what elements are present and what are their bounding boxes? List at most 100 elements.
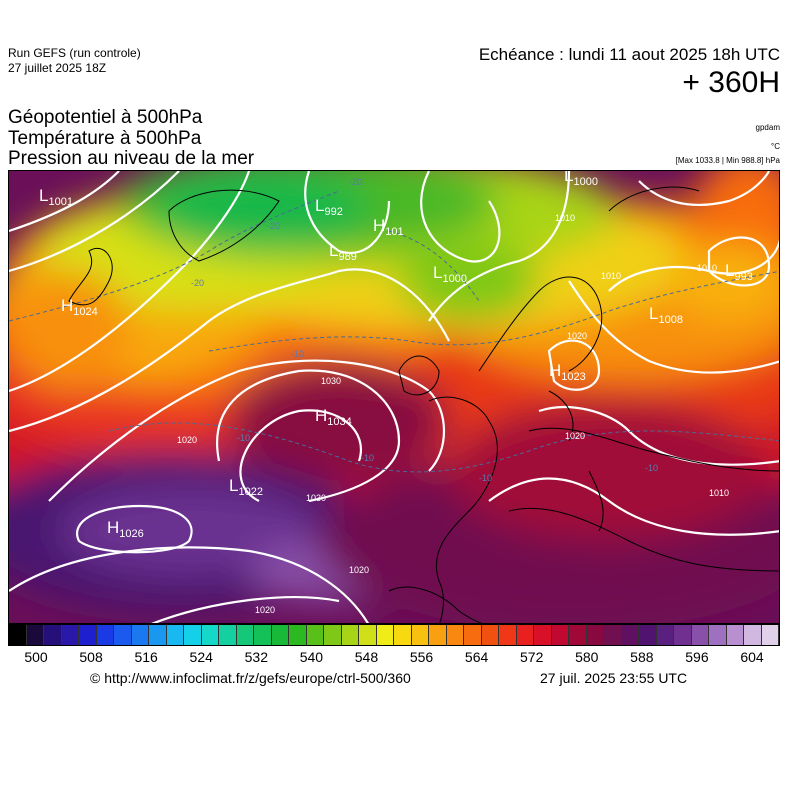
- run-label: Run GEFS (run controle): [8, 46, 141, 60]
- pressure-max-min: [Max 1033.8 | Min 988.8] hPa: [675, 156, 780, 165]
- colorbar-swatch: [26, 625, 44, 645]
- pressure-center-labels: L1001 H1024 L992 L989 H101 L1000 L1000 L993 L100…: [39, 171, 753, 540]
- colorbar-swatch: [691, 625, 709, 645]
- isotherm-label: -20: [349, 177, 362, 187]
- isotherm-label: -10: [237, 433, 250, 443]
- isobar-label: 1030: [321, 376, 341, 386]
- colorbar-swatch: [464, 625, 482, 645]
- colorbar-swatch: [184, 625, 202, 645]
- isotherm-label: -10: [291, 349, 304, 359]
- isobar-label: 1020: [255, 605, 275, 615]
- param-geopotential: Géopotentiel à 500hPa: [8, 107, 203, 128]
- colorbar-swatch: [586, 625, 604, 645]
- colorbar-swatch: [604, 625, 622, 645]
- colorbar-tick-label: 532: [244, 649, 268, 665]
- colorbar-swatch: [534, 625, 552, 645]
- colorbar-tick-label: 548: [354, 649, 379, 665]
- colorbar-tick-label: 596: [685, 649, 709, 665]
- colorbar-swatch: [481, 625, 499, 645]
- pressure-center-low: L1001: [39, 186, 73, 208]
- isobar-label: 1010: [709, 488, 729, 498]
- colorbar-swatch: [394, 625, 412, 645]
- isobar-label: 1020: [177, 435, 197, 445]
- pressure-center-low: L992: [315, 196, 343, 218]
- colorbar-swatch: [254, 625, 272, 645]
- colorbar-swatch: [569, 625, 587, 645]
- colorbar-swatch: [131, 625, 149, 645]
- colorbar-swatch: [446, 625, 464, 645]
- colorbar-swatch: [306, 625, 324, 645]
- weather-map: L1001 H1024 L992 L989 H101 L1000 L1000 L993 L100…: [8, 170, 780, 624]
- colorbar-tick-label: 580: [575, 649, 599, 665]
- isotherm-label: -10: [361, 453, 374, 463]
- colorbar-tick-label: 604: [740, 649, 764, 665]
- colorbar-swatch: [376, 625, 394, 645]
- colorbar-swatch: [114, 625, 132, 645]
- isobar-label: 1010: [601, 271, 621, 281]
- map-canvas: L1001 H1024 L992 L989 H101 L1000 L1000 L993 L100…: [9, 171, 779, 623]
- pressure-center-high: H1024: [61, 296, 98, 318]
- colorbar-tick-label: 508: [79, 649, 103, 665]
- colorbar: [8, 624, 780, 646]
- colorbar-tick-label: 516: [134, 649, 158, 665]
- colorbar-tick-label: 540: [299, 649, 324, 665]
- pressure-center-high: H1023: [549, 361, 586, 383]
- colorbar-tick-label: 572: [520, 649, 544, 665]
- isobar-label: 1010: [697, 263, 717, 273]
- isotherm-label: -10: [479, 473, 492, 483]
- colorbar-swatch: [674, 625, 692, 645]
- colorbar-swatch: [429, 625, 447, 645]
- colorbar-tick-label: 524: [189, 649, 213, 665]
- colorbar-swatch: [236, 625, 254, 645]
- colorbar-swatch: [709, 625, 727, 645]
- pressure-center-low: L1000: [564, 171, 598, 188]
- pressure-center-low: L1022: [229, 476, 263, 498]
- colorbar-swatch: [516, 625, 534, 645]
- isotherm-label: -20: [191, 278, 204, 288]
- colorbar-tick-label: 556: [409, 649, 434, 665]
- colorbar-ticks: 500 508 516 524 532 540 548 556 564 572 580 588 596 6…: [8, 649, 780, 667]
- unit-celsius: °C: [771, 142, 780, 151]
- isotherm-labels: -20 -20 -20 -10 -10 -10 -10 -10: [191, 177, 658, 483]
- isotherms: [9, 190, 779, 473]
- colorbar-swatch: [341, 625, 359, 645]
- isobar-labels: 1030 1030 1020 1020 1020 1020 1020 1010 1010 1010…: [177, 213, 729, 615]
- colorbar-swatch: [551, 625, 569, 645]
- copyright-url: © http://www.infoclimat.fr/z/gefs/europe…: [90, 670, 411, 686]
- colorbar-swatch: [44, 625, 62, 645]
- colorbar-swatch: [96, 625, 114, 645]
- pressure-center-high: H101: [373, 216, 404, 238]
- param-temperature: Température à 500hPa: [8, 128, 202, 149]
- isobar-label: 1010: [555, 213, 575, 223]
- coastlines: [68, 186, 779, 623]
- isotherm-label: -20: [267, 221, 280, 231]
- forecast-lead-time: + 360H: [682, 66, 780, 99]
- colorbar-swatch: [289, 625, 307, 645]
- unit-gpdam: gpdam: [755, 123, 780, 132]
- isobars: [9, 171, 779, 623]
- colorbar-swatch: [219, 625, 237, 645]
- colorbar-swatch: [61, 625, 79, 645]
- colorbar-tick-label: 588: [630, 649, 654, 665]
- colorbar-swatch: [726, 625, 744, 645]
- colorbar-swatch: [271, 625, 289, 645]
- pressure-center-low: L1008: [649, 304, 683, 326]
- isobar-label: 1020: [349, 565, 369, 575]
- colorbar-tick-label: 500: [24, 649, 48, 665]
- colorbar-swatch: [166, 625, 184, 645]
- colorbar-swatch: [9, 625, 27, 645]
- isobar-label: 1030: [306, 493, 326, 503]
- isotherm-label: -10: [645, 463, 658, 473]
- colorbar-swatch: [621, 625, 639, 645]
- colorbar-swatch: [499, 625, 517, 645]
- pressure-center-low: L1000: [433, 263, 467, 285]
- generated-time: 27 juil. 2025 23:55 UTC: [540, 670, 688, 686]
- colorbar-swatch: [639, 625, 657, 645]
- colorbar-tick-label: 564: [464, 649, 489, 665]
- colorbar-swatch: [149, 625, 167, 645]
- param-mslp: Pression au niveau de la mer: [8, 148, 255, 169]
- isobar-label: 1020: [567, 331, 587, 341]
- colorbar-swatch: [359, 625, 377, 645]
- colorbar-swatch: [656, 625, 674, 645]
- forecast-valid-time: Echéance : lundi 11 aout 2025 18h UTC: [478, 45, 780, 64]
